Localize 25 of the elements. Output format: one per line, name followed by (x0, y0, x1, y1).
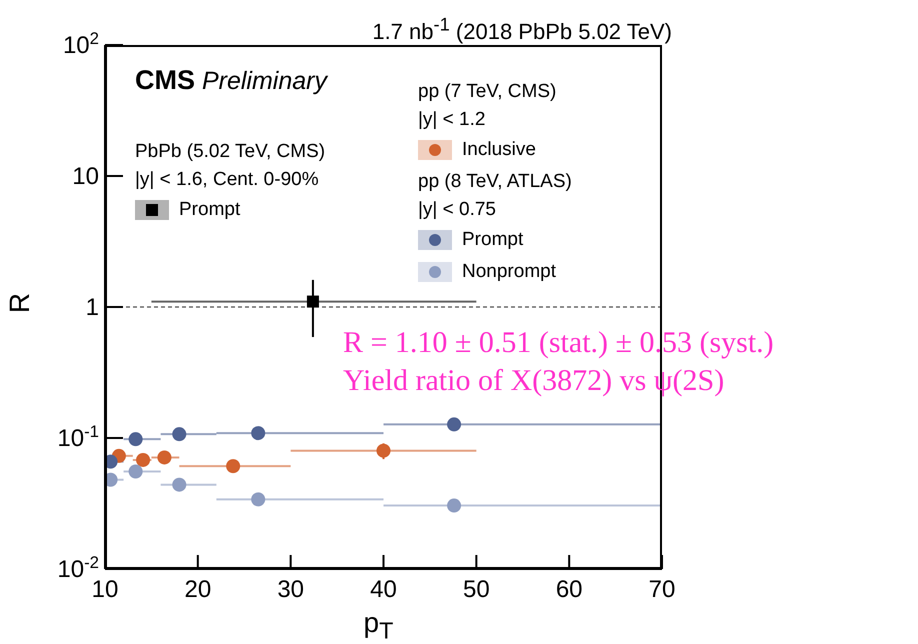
legend-label: Inclusive (462, 138, 536, 162)
y-tick-label: 10$^{2}$ (62, 28, 99, 59)
y-tick-label: 10$^{-1}$ (57, 422, 99, 452)
annotation: CMS Preliminary (135, 65, 327, 95)
annotation: PbPb (5.02 TeV, CMS) (135, 140, 326, 164)
annotation: |y| < 1.2 (418, 108, 486, 132)
annotation: pp (7 TeV, CMS) (418, 80, 558, 104)
legend-label: Nonprompt (462, 260, 556, 284)
annotation: |y| < 0.75 (418, 198, 498, 222)
y-tick-label: 10 (72, 163, 99, 190)
legend-label: Prompt (462, 228, 524, 252)
x-tick-label: 60 (556, 576, 583, 603)
x-tick-label: 40 (370, 576, 397, 603)
x-axis-title: p$_{T}$ (364, 607, 394, 644)
annotation: |y| < 1.6, Cent. 0-90% (135, 168, 320, 192)
chart-title: 1.7 nb$^{-1}$ (2018 PbPb 5.02 TeV) (372, 14, 672, 44)
y-tick-label: 1 (86, 294, 99, 321)
x-tick-label: 30 (277, 576, 304, 603)
legend-label: Prompt (179, 198, 240, 222)
x-tick-label: 20 (184, 576, 212, 603)
annotation: pp (8 TeV, ATLAS) (418, 170, 572, 194)
x-tick-label: 70 (648, 576, 676, 603)
x-tick-label: 50 (462, 576, 490, 603)
y-axis-title: R (4, 292, 36, 314)
x-tick-label: 10 (92, 576, 118, 603)
